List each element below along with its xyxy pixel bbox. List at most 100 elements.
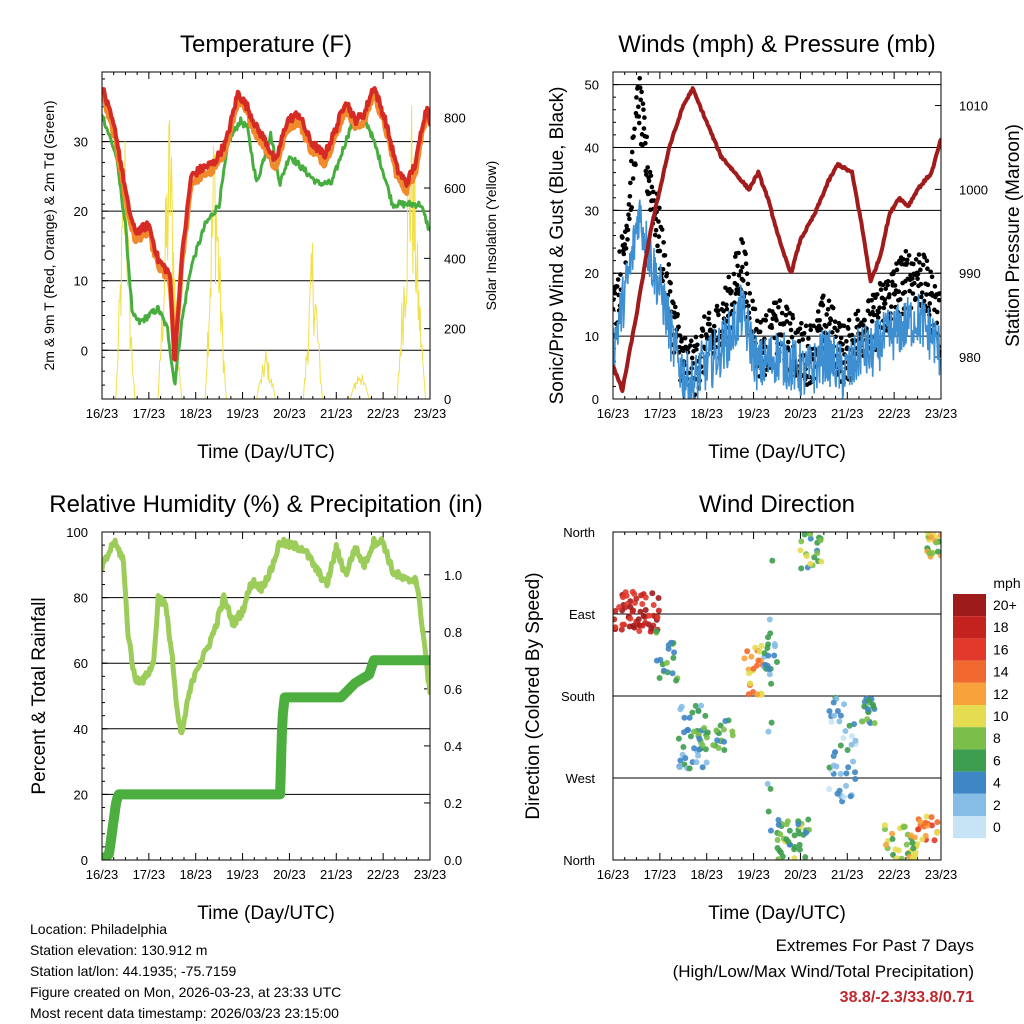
winds-series-gust-point: [740, 240, 746, 246]
direction-point: [917, 818, 924, 825]
winds-series-gust-point: [699, 333, 704, 339]
direction-xtick-label: 21/23: [831, 867, 864, 882]
direction-point: [881, 822, 888, 829]
direction-point: [914, 840, 921, 847]
winds-series-gust-point: [824, 312, 829, 317]
humidity-y2tick-label: 0.2: [444, 796, 462, 811]
direction-point: [717, 722, 724, 729]
winds-ylabel: Sonic/Prop Wind & Gust (Blue, Black): [547, 87, 568, 405]
direction-point: [703, 759, 710, 766]
direction-ylabel: Direction (Colored By Speed): [523, 572, 544, 819]
direction-point: [847, 793, 854, 800]
humidity-ytick-label: 40: [74, 722, 88, 737]
winds-series-gust-point: [643, 140, 648, 146]
winds-series-gust-point: [689, 355, 695, 361]
direction-point: [631, 591, 638, 598]
direction-point: [802, 854, 809, 860]
direction-legend-label: 8: [993, 730, 1001, 746]
winds-series-gust-point: [889, 279, 895, 285]
humidity-series-relative-humidity: [102, 535, 430, 736]
extremes-title: Extremes For Past 7 Days: [775, 936, 974, 955]
direction-point: [830, 762, 837, 769]
winds-series-gust-point: [918, 281, 924, 287]
direction-point: [797, 547, 804, 554]
winds-series-gust-point: [628, 180, 633, 186]
direction-dir-label: North: [563, 853, 595, 868]
winds-series-gust-point: [636, 120, 642, 126]
direction-point: [636, 628, 643, 635]
direction-point: [893, 855, 900, 860]
temperature-y2label: Solar Insolation (Yellow): [483, 161, 499, 311]
direction-point: [686, 765, 693, 772]
winds-series-gust-point: [682, 335, 688, 341]
direction-point: [752, 644, 759, 651]
winds-series-gust-point: [880, 282, 886, 288]
humidity-chart: Relative Humidity (%) & Precipitation (i…: [29, 491, 483, 924]
winds-series-gust-point: [613, 306, 616, 312]
direction-point: [775, 817, 782, 824]
direction-point: [798, 565, 805, 572]
winds-series-gust-point: [652, 232, 658, 238]
winds-series-gust-point: [894, 267, 900, 273]
direction-point: [741, 655, 748, 662]
direction-point: [613, 624, 619, 631]
direction-xtick-label: 16/23: [597, 867, 630, 882]
winds-series-gust-point: [777, 298, 783, 303]
direction-point: [720, 726, 727, 733]
direction-xtick-label: 17/23: [644, 867, 677, 882]
winds-series-gust-point: [653, 227, 659, 233]
direction-point: [715, 745, 722, 752]
winds-series-gust-point: [811, 323, 816, 329]
direction-point: [648, 625, 655, 632]
winds-series-gust-point: [855, 308, 861, 314]
direction-point: [695, 731, 702, 738]
direction-point: [911, 855, 918, 860]
direction-point: [777, 849, 784, 856]
direction-point: [831, 712, 838, 719]
temperature-xtick-label: 21/23: [320, 406, 353, 421]
winds-series-gust-point: [828, 317, 834, 323]
winds-series-gust-point: [688, 343, 693, 348]
winds-series-gust-point: [631, 134, 636, 139]
direction-legend-swatch: [953, 705, 986, 728]
winds-series-gust-point: [757, 329, 763, 335]
winds-series-gust-point: [892, 283, 898, 288]
direction-point: [826, 708, 833, 715]
winds-frame: [612, 71, 942, 400]
direction-point: [765, 808, 772, 815]
extremes-values: 38.8/-2.3/33.8/0.71: [839, 989, 974, 1006]
direction-point: [806, 532, 813, 538]
winds-series-gust-point: [729, 288, 734, 294]
direction-point: [653, 657, 660, 664]
winds-series-gust-point: [815, 309, 821, 314]
winds-series-gust-point: [830, 305, 836, 311]
winds-series-gust-point: [724, 306, 730, 312]
direction-point: [640, 612, 647, 619]
winds-series-gust-point: [875, 315, 881, 320]
winds-series-gust-point: [726, 274, 732, 280]
direction-point: [699, 742, 706, 749]
winds-series-gust-point: [885, 278, 891, 284]
humidity-y2tick-label: 0.8: [444, 625, 462, 640]
winds-series-gust-point: [776, 304, 781, 310]
direction-point: [771, 652, 778, 659]
temperature-xtick-label: 17/23: [133, 406, 166, 421]
humidity-y2tick-label: 0.0: [444, 853, 462, 868]
winds-series-gust-point: [913, 295, 918, 301]
direction-point: [784, 818, 791, 825]
winds-series-gust-point: [627, 193, 633, 199]
created-text: Figure created on Mon, 2026-03-23, at 23…: [30, 984, 342, 1000]
direction-point: [764, 645, 771, 652]
direction-point: [811, 554, 818, 561]
extremes-box: Extremes For Past 7 Days (High/Low/Max W…: [673, 933, 974, 1011]
direction-point: [807, 535, 814, 542]
direction-point: [713, 727, 720, 734]
winds-series-gust-point: [937, 291, 941, 296]
direction-point: [850, 758, 857, 765]
winds-series-gust-point: [668, 280, 673, 286]
temperature-y2tick-label: 200: [444, 322, 466, 337]
temperature-y2tick-label: 800: [444, 111, 466, 126]
direction-point: [681, 714, 688, 721]
winds-series-gust-point: [817, 318, 822, 323]
winds-series-gust-point: [647, 169, 653, 175]
